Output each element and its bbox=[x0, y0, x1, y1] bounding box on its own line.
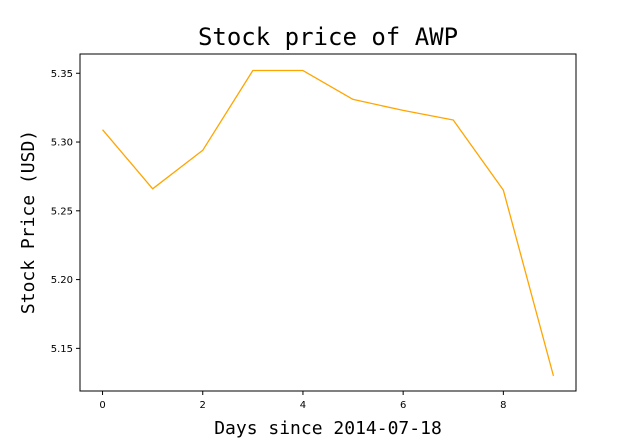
y-tick-label: 5.15 bbox=[51, 344, 73, 355]
y-tick-label: 5.35 bbox=[51, 69, 73, 80]
x-tick-label: 8 bbox=[500, 400, 506, 411]
y-axis-label: Stock Price (USD) bbox=[18, 130, 39, 314]
y-tick-label: 5.25 bbox=[51, 206, 73, 217]
y-axis: 5.15 5.20 5.25 5.30 5.35 bbox=[51, 69, 80, 355]
y-tick-label: 5.20 bbox=[51, 275, 73, 286]
plot-area bbox=[102, 69, 555, 377]
x-tick-label: 4 bbox=[300, 400, 306, 411]
x-axis: 0 2 4 6 8 bbox=[99, 391, 507, 411]
x-tick-label: 6 bbox=[400, 400, 406, 411]
x-tick-label: 2 bbox=[200, 400, 206, 411]
x-axis-label: Days since 2014-07-18 bbox=[214, 418, 442, 439]
x-tick-label: 0 bbox=[99, 400, 105, 411]
y-tick-label: 5.30 bbox=[51, 138, 73, 149]
plot-frame bbox=[79, 53, 577, 392]
chart-title: Stock price of AWP bbox=[198, 23, 458, 51]
series-line-0 bbox=[102, 69, 555, 377]
